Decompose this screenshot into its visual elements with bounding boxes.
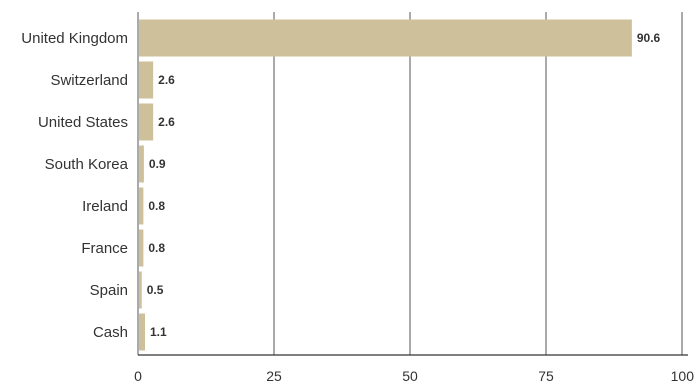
value-labels: 90.6 2.6 2.6 0.9 0.8 0.8 0.5 1.1 [147,31,661,339]
bar [139,229,144,267]
x-tick-label: 0 [134,368,142,383]
bar [139,187,144,225]
category-label: United States [38,114,128,131]
category-label: Cash [93,324,128,341]
category-label: France [81,240,128,257]
category-labels: United Kingdom Switzerland United States So… [21,30,128,341]
bar [139,313,145,351]
bars [139,19,632,351]
category-label: Spain [90,282,128,299]
value-label: 0.9 [149,157,166,171]
value-label: 90.6 [637,31,661,45]
value-label: 1.1 [150,325,167,339]
value-label: 2.6 [158,73,175,87]
x-tick-label: 25 [266,368,282,383]
category-label: United Kingdom [21,30,128,47]
bar [139,61,154,99]
value-label: 0.8 [148,199,165,213]
gridlines [137,12,683,355]
x-tick-labels: 0 25 50 75 100 [134,368,694,383]
x-tick-label: 75 [538,368,554,383]
category-label: Ireland [82,198,128,215]
bar [139,145,144,183]
category-label: South Korea [45,156,129,173]
bar [139,19,632,57]
x-tick-label: 50 [402,368,418,383]
value-label: 0.5 [147,283,164,297]
category-label: Switzerland [50,72,128,89]
value-label: 2.6 [158,115,175,129]
bar [139,271,142,309]
value-label: 0.8 [148,241,165,255]
bar [139,103,154,141]
x-tick-label: 100 [671,368,695,383]
